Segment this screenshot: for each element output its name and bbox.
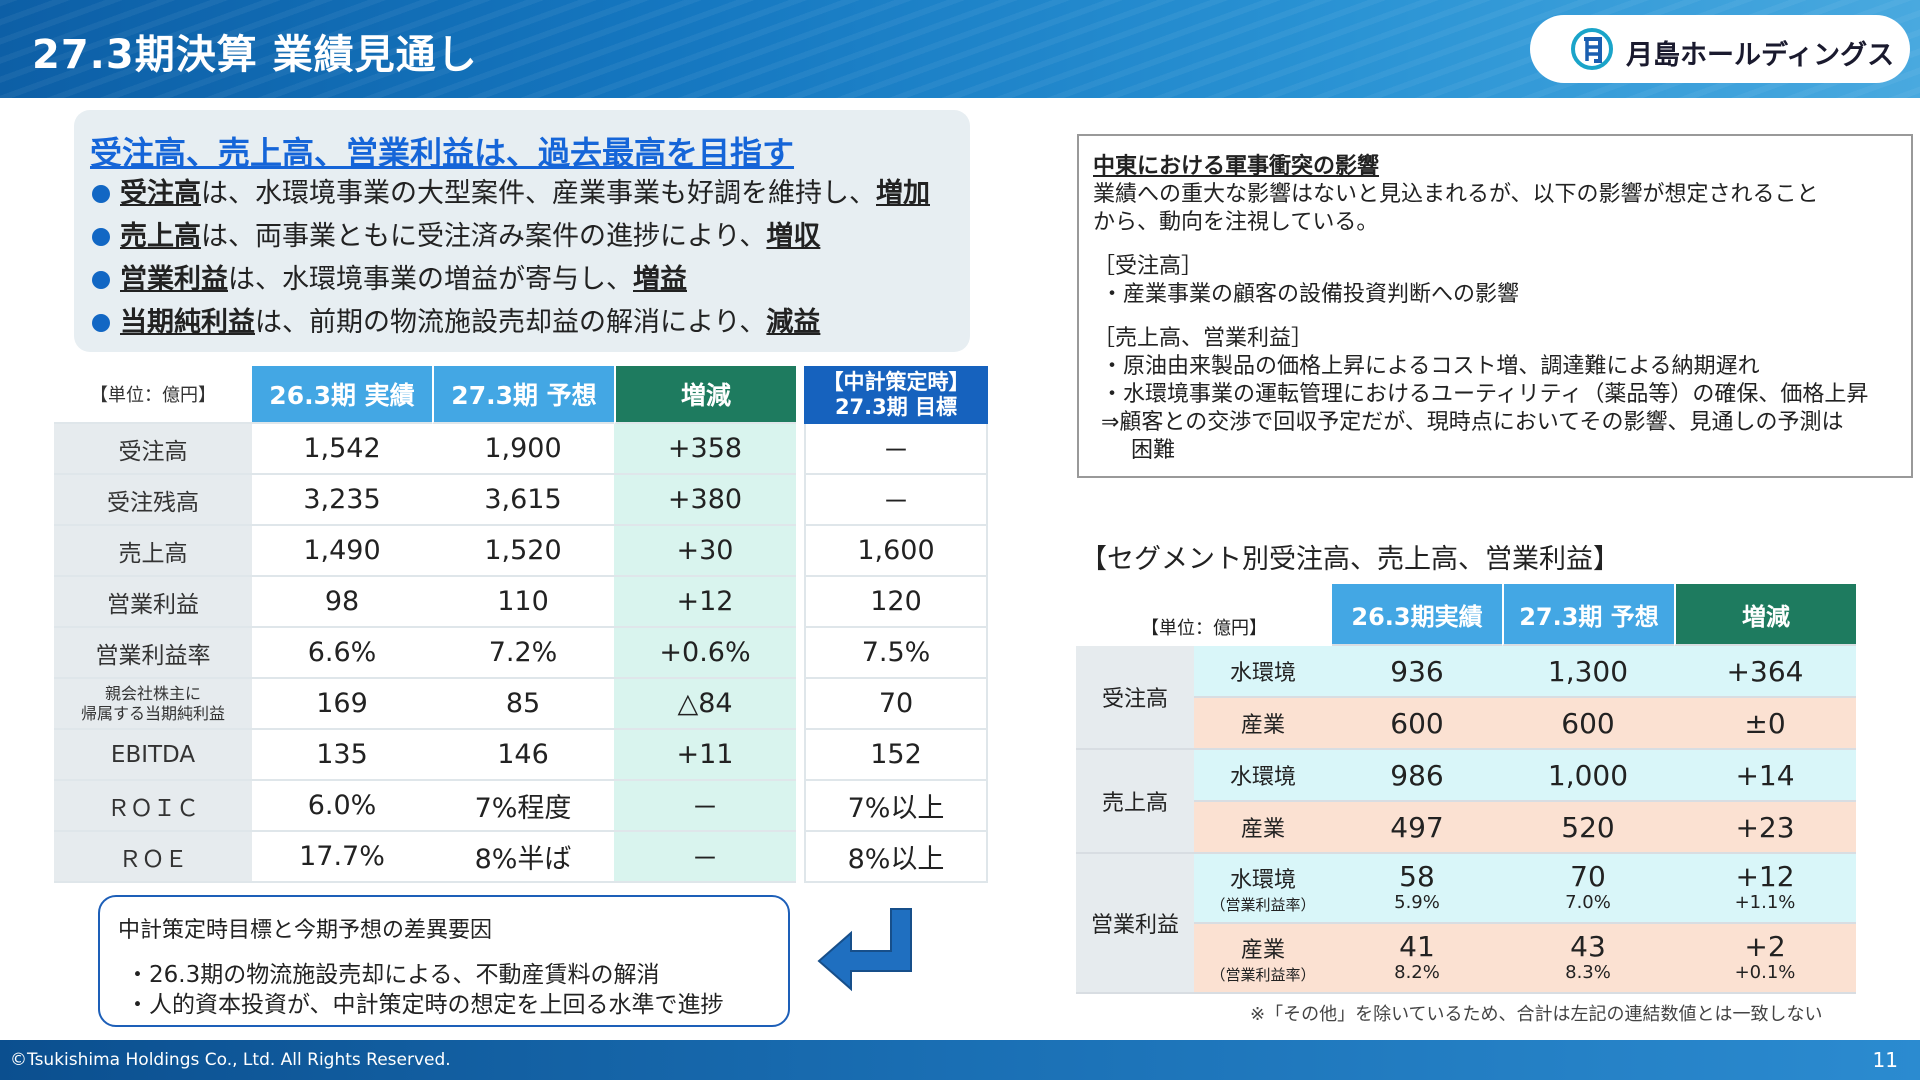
bullet-net-income: 当期純利益は、前期の物流施設売却益の解消により、減益 <box>92 301 930 344</box>
gap-factor-item: ・人的資本投資が、中計策定時の想定を上回る水準で進捗 <box>126 992 724 1018</box>
header-banner: 27.3期決算 業績見通し 月島ホールディングス <box>0 0 1920 98</box>
seg-col-change: 増減 <box>1674 584 1856 646</box>
table-row: ＲＯＩＣ 6.0% 7%程度 － 7%以上 <box>54 781 988 832</box>
gap-factor-item: ・26.3期の物流施設売却による、不動産賃料の解消 <box>126 962 660 988</box>
gap-factors-title: 中計策定時目標と今期予想の差異要因 <box>118 918 493 943</box>
summary-box: 受注高、売上高、営業利益は、過去最高を目指す 受注高は、水環境事業の大型案件、産… <box>74 110 970 352</box>
copyright-text: ©Tsukishima Holdings Co., Ltd. All Right… <box>10 1050 451 1070</box>
col-target: 【中計策定時】 27.3期 目標 <box>804 366 988 424</box>
bullet-sales: 売上高は、両事業ともに受注済み案件の進捗により、増収 <box>92 215 930 258</box>
summary-bullets: 受注高は、水環境事業の大型案件、産業事業も好調を維持し、増加 売上高は、両事業と… <box>92 172 930 344</box>
mideast-title: 中東における軍事衝突の影響 <box>1093 154 1380 179</box>
table-row: 受注高 水環境 936 1,300 +364 <box>1076 646 1856 750</box>
table-row: ＲＯＥ 17.7% 8%半ば － 8%以上 <box>54 832 988 883</box>
page-title: 27.3期決算 業績見通し <box>32 32 478 78</box>
table-row: 営業利益率 6.6% 7.2% +0.6% 7.5% <box>54 628 988 679</box>
bullet-dot-icon <box>92 185 110 203</box>
bullet-operating-profit: 営業利益は、水環境事業の増益が寄与し、増益 <box>92 258 930 301</box>
seg-col-forecast: 27.3期 予想 <box>1502 584 1674 646</box>
performance-table: 【単位：億円】 26.3期 実績 27.3期 予想 増減 【中計策定時】 27.3… <box>54 366 988 883</box>
bullet-dot-icon <box>92 314 110 332</box>
table-row: 受注高 1,542 1,900 +358 － <box>54 424 988 475</box>
table-row: 受注残高 3,235 3,615 +380 － <box>54 475 988 526</box>
company-logo: 月島ホールディングス <box>1530 15 1910 83</box>
table-row: EBITDA 135 146 +11 152 <box>54 730 988 781</box>
segment-table: 【単位：億円】 26.3期実績 27.3期 予想 増減 受注高 水環境 936 … <box>1076 584 1856 994</box>
col-change: 増減 <box>614 366 796 424</box>
table-header-row: 【単位：億円】 26.3期 実績 27.3期 予想 増減 【中計策定時】 27.3… <box>54 366 988 424</box>
table-row: 売上高 1,490 1,520 +30 1,600 <box>54 526 988 577</box>
seg-col-actual: 26.3期実績 <box>1332 584 1502 646</box>
page-number: 11 <box>1872 1048 1898 1072</box>
mideast-impact-box: 中東における軍事衝突の影響 業績への重大な影響はないと見込まれるが、以下の影響が… <box>1077 134 1913 478</box>
table-row: 売上高 水環境 986 1,000 +14 <box>1076 750 1856 854</box>
logo-text: 月島ホールディングス <box>1626 40 1895 71</box>
table-row: 産業 （営業利益率） 41 8.2% 43 8.3% +2 +0.1% <box>1076 924 1856 994</box>
gap-factors-box: 中計策定時目標と今期予想の差異要因 ・26.3期の物流施設売却による、不動産賃料… <box>98 895 790 1027</box>
table-row: 産業 600 600 ±0 <box>1076 698 1856 750</box>
table-row: 営業利益 98 110 +12 120 <box>54 577 988 628</box>
return-arrow-icon <box>817 908 912 992</box>
bullet-orders: 受注高は、水環境事業の大型案件、産業事業も好調を維持し、増加 <box>92 172 930 215</box>
summary-title: 受注高、売上高、営業利益は、過去最高を目指す <box>90 134 795 172</box>
logo-mark-icon <box>1571 28 1613 70</box>
col-actual: 26.3期 実績 <box>252 366 432 424</box>
bullet-dot-icon <box>92 228 110 246</box>
segment-title: 【セグメント別受注高、売上高、営業利益】 <box>1080 544 1620 575</box>
table-row: 親会社株主に 帰属する当期純利益 169 85 △84 70 <box>54 679 988 730</box>
table-row: 産業 497 520 +23 <box>1076 802 1856 854</box>
segment-header-row: 【単位：億円】 26.3期実績 27.3期 予想 増減 <box>1076 584 1856 646</box>
col-forecast: 27.3期 予想 <box>432 366 614 424</box>
footer-bar: ©Tsukishima Holdings Co., Ltd. All Right… <box>0 1040 1920 1080</box>
segment-note: ※「その他」を除いているため、合計は左記の連結数値とは一致しない <box>1250 1004 1823 1025</box>
table-row: 営業利益 水環境 （営業利益率） 58 5.9% 70 7.0% +12 +1.1% <box>1076 854 1856 994</box>
unit-label: 【単位：億円】 <box>54 366 252 424</box>
bullet-dot-icon <box>92 271 110 289</box>
